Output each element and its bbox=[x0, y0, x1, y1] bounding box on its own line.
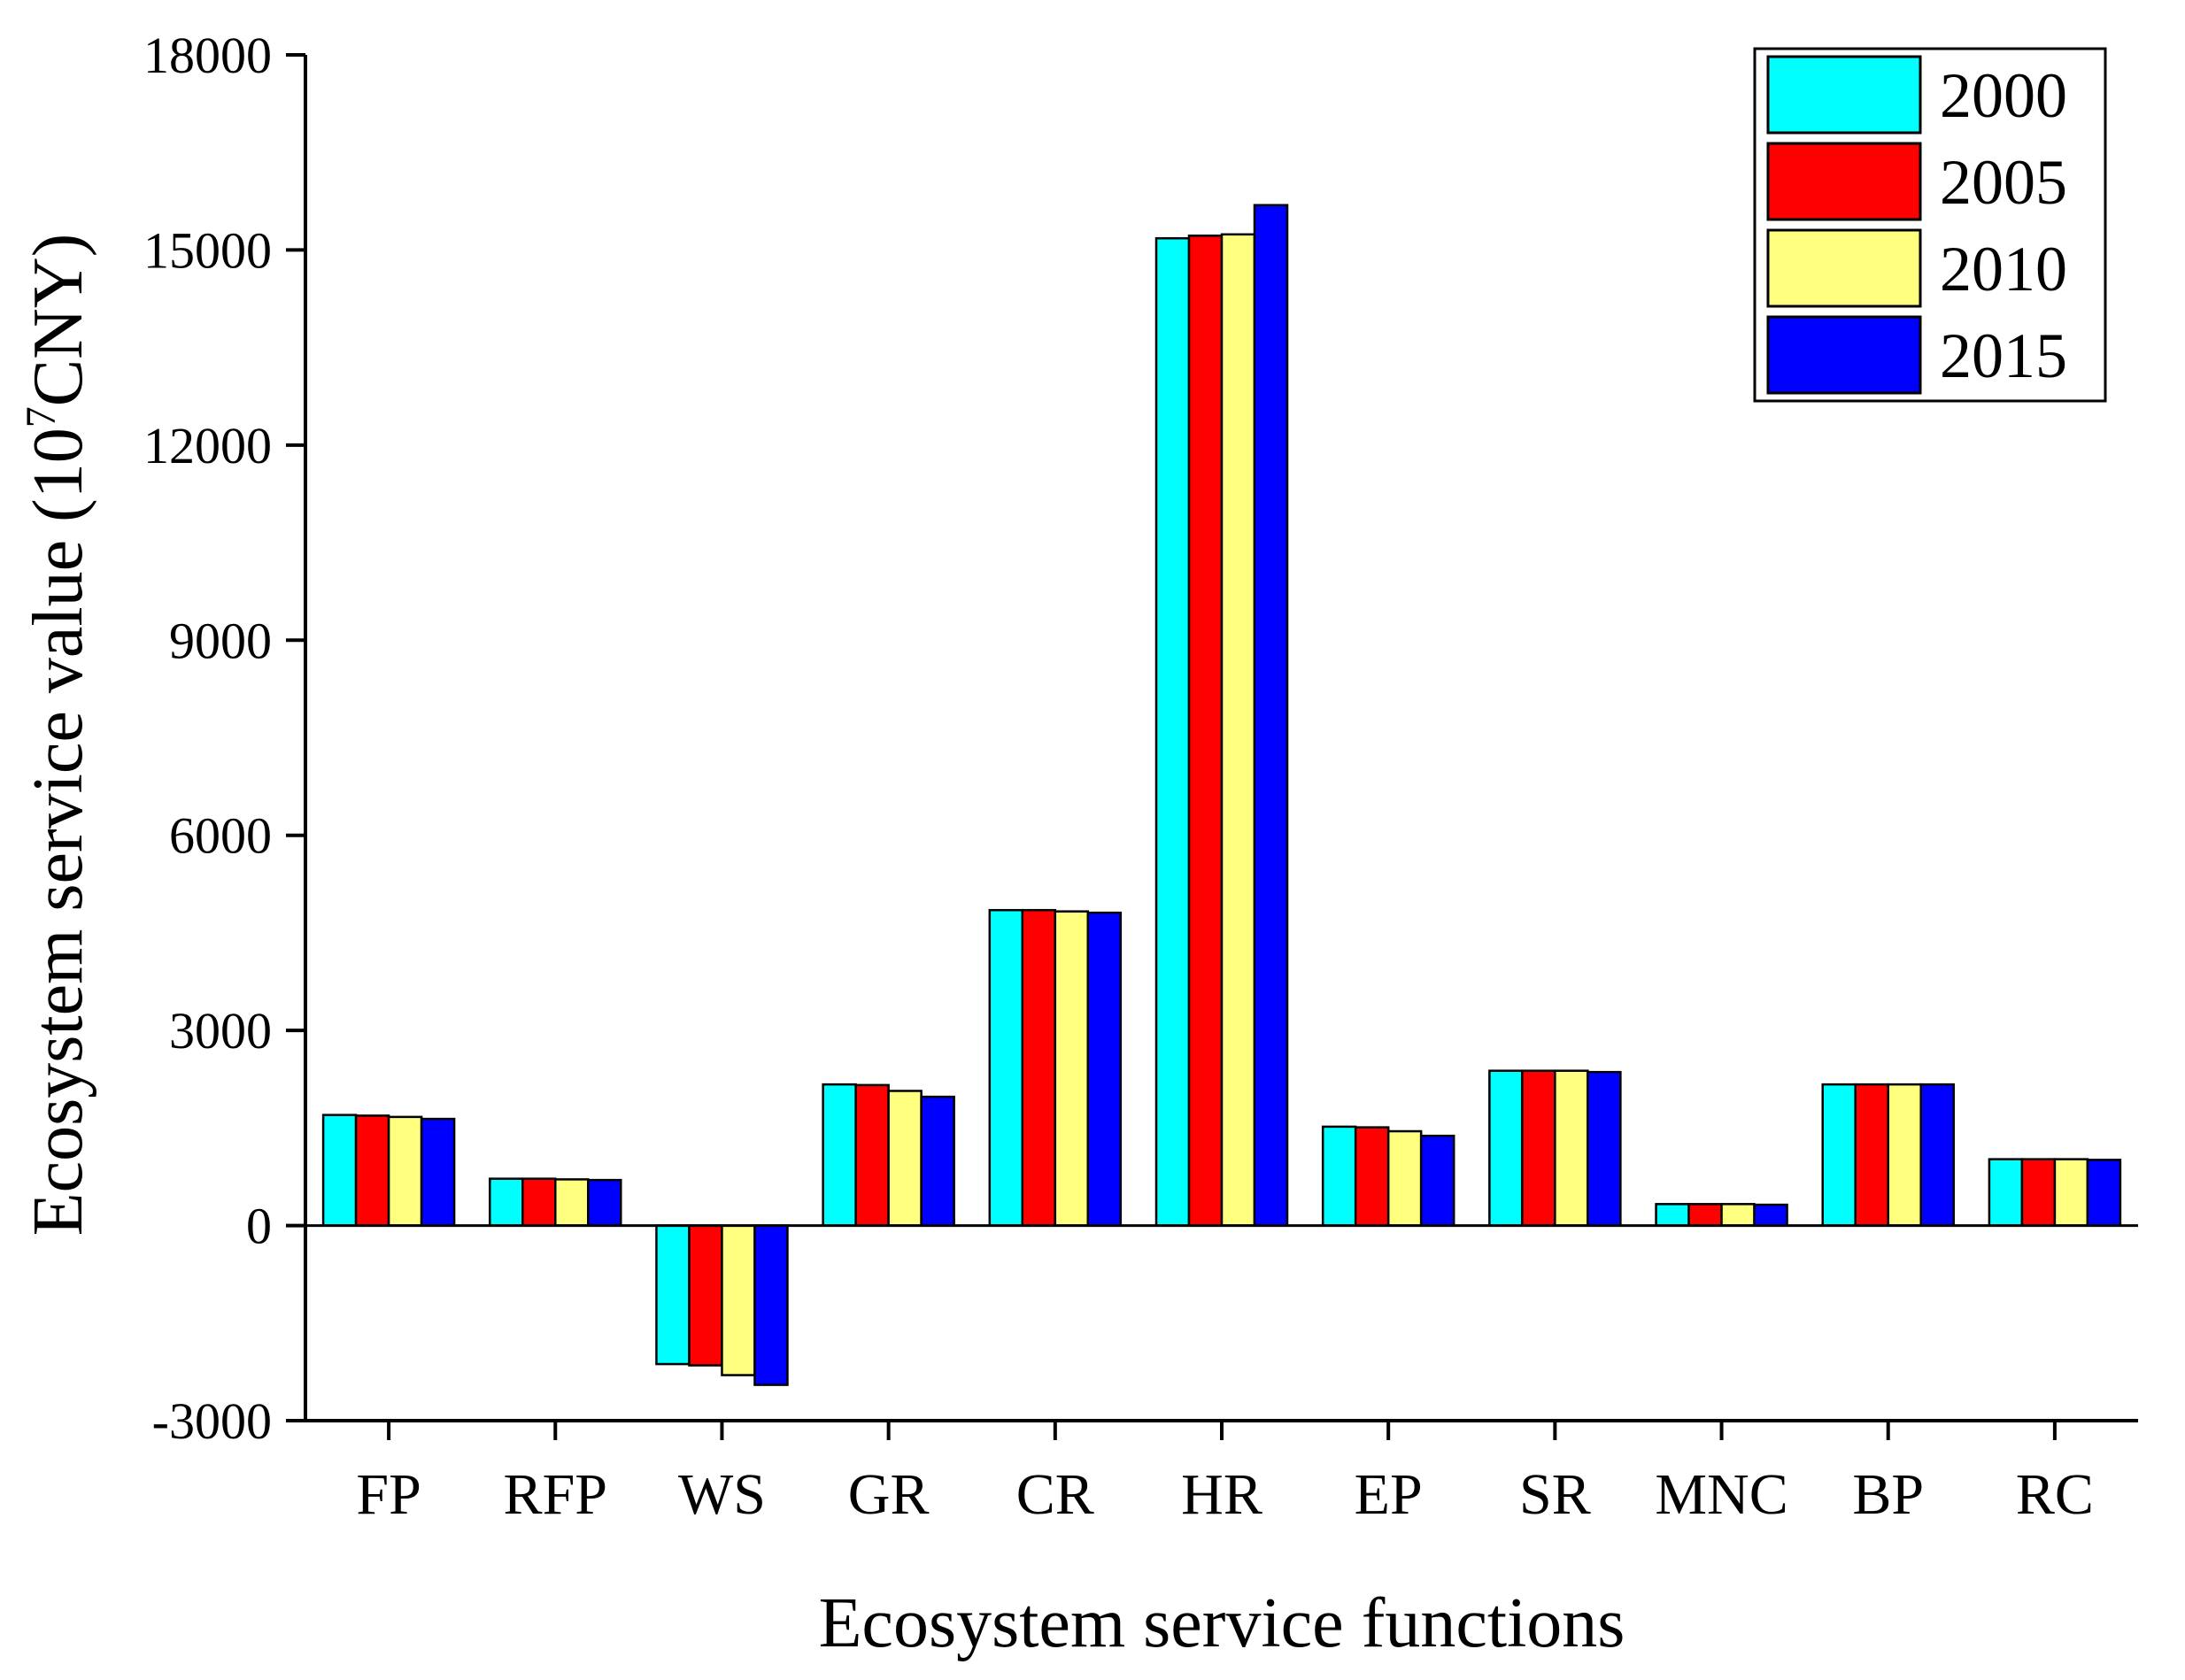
legend-label-2005: 2005 bbox=[1940, 147, 2067, 218]
x-tick-label: SR bbox=[1519, 1462, 1591, 1527]
x-tick-label: RC bbox=[2016, 1462, 2094, 1527]
bar-rc-2000 bbox=[1988, 1158, 2024, 1227]
y-tick-label: -3000 bbox=[152, 1392, 272, 1450]
y-axis-title-prefix: Ecosystem service value (10 bbox=[19, 428, 97, 1236]
y-axis-title-suffix: CNY) bbox=[19, 234, 97, 407]
bar-mnc-2005 bbox=[1687, 1203, 1723, 1227]
x-tick-label: GR bbox=[848, 1462, 930, 1527]
y-tick-label: 15000 bbox=[143, 221, 272, 279]
bar-mnc-2015 bbox=[1753, 1203, 1788, 1227]
legend-swatch-2005 bbox=[1766, 142, 1922, 221]
legend-label-2015: 2015 bbox=[1940, 320, 2067, 391]
bar-cr-2005 bbox=[1021, 908, 1057, 1227]
bar-rfp-2000 bbox=[489, 1177, 524, 1227]
x-tick-label: RFP bbox=[504, 1462, 607, 1527]
x-tick-label: FP bbox=[356, 1462, 421, 1527]
bar-gr-2005 bbox=[854, 1083, 890, 1227]
bar-fp-2015 bbox=[420, 1117, 456, 1227]
legend-swatch-2000 bbox=[1766, 55, 1922, 135]
x-tick-label: HR bbox=[1181, 1462, 1262, 1527]
y-tick-label: 9000 bbox=[169, 612, 272, 669]
bar-sr-2000 bbox=[1488, 1069, 1524, 1227]
x-tick-label: CR bbox=[1016, 1462, 1094, 1527]
bar-ep-2010 bbox=[1386, 1129, 1423, 1227]
x-axis-ticks: FP RFP WS GR CR HR EP SR MNC BP RC bbox=[356, 1421, 2094, 1527]
bar-rfp-2015 bbox=[587, 1178, 622, 1227]
bar-rfp-2005 bbox=[521, 1177, 557, 1227]
bar-fp-2000 bbox=[321, 1114, 358, 1227]
bar-hr-2015 bbox=[1253, 204, 1289, 1227]
bar-bp-2010 bbox=[1887, 1083, 1922, 1227]
y-tick-label: 6000 bbox=[169, 807, 272, 865]
bar-ep-2000 bbox=[1321, 1125, 1357, 1227]
bar-bp-2005 bbox=[1854, 1083, 1889, 1227]
bar-ep-2015 bbox=[1419, 1134, 1455, 1227]
y-axis-title-superscript: 7 bbox=[18, 406, 65, 428]
x-tick-label: MNC bbox=[1655, 1462, 1787, 1527]
y-axis-ticks: -3000 0 3000 6000 9000 12000 15000 18000 bbox=[143, 27, 305, 1450]
bar-sr-2015 bbox=[1587, 1070, 1622, 1227]
bar-cr-2015 bbox=[1086, 911, 1123, 1227]
legend: 2000 2005 2010 2015 bbox=[1753, 47, 2107, 403]
x-tick-label: WS bbox=[678, 1462, 766, 1527]
legend-label-2000: 2000 bbox=[1940, 60, 2067, 131]
bar-rc-2005 bbox=[2020, 1158, 2057, 1227]
bar-ws-2015 bbox=[753, 1224, 789, 1386]
y-axis-title: Ecosystem service value (107CNY) bbox=[18, 234, 97, 1237]
y-tick-label: 18000 bbox=[143, 27, 272, 84]
bar-sr-2005 bbox=[1521, 1069, 1556, 1227]
bar-sr-2010 bbox=[1554, 1069, 1589, 1227]
bar-cr-2010 bbox=[1054, 910, 1090, 1227]
bar-ep-2005 bbox=[1354, 1126, 1390, 1227]
y-tick-label: 3000 bbox=[169, 1002, 272, 1060]
bar-ws-2005 bbox=[688, 1224, 723, 1367]
legend-swatch-2010 bbox=[1766, 228, 1922, 308]
x-tick-label: BP bbox=[1852, 1462, 1924, 1527]
bar-cr-2000 bbox=[988, 908, 1024, 1227]
bar-ws-2010 bbox=[721, 1224, 756, 1376]
bar-bp-2015 bbox=[1919, 1083, 1955, 1227]
bar-fp-2010 bbox=[387, 1115, 423, 1227]
bar-gr-2010 bbox=[887, 1090, 923, 1227]
bar-gr-2015 bbox=[920, 1095, 955, 1227]
legend-swatch-2015 bbox=[1766, 315, 1922, 395]
bar-rfp-2010 bbox=[554, 1178, 590, 1227]
y-tick-label: 12000 bbox=[143, 417, 272, 474]
bar-mnc-2010 bbox=[1720, 1203, 1756, 1227]
bar-hr-2005 bbox=[1187, 235, 1224, 1227]
bar-gr-2000 bbox=[822, 1083, 857, 1227]
bar-rc-2010 bbox=[2053, 1158, 2089, 1227]
x-axis-title: Ecosystem service functions bbox=[819, 1584, 1625, 1662]
bar-hr-2010 bbox=[1220, 233, 1256, 1227]
x-tick-label: EP bbox=[1355, 1462, 1423, 1527]
bar-ws-2000 bbox=[655, 1224, 691, 1366]
bar-fp-2005 bbox=[354, 1114, 390, 1227]
bar-mnc-2000 bbox=[1655, 1203, 1690, 1227]
bar-bp-2000 bbox=[1821, 1083, 1857, 1227]
bar-hr-2000 bbox=[1154, 236, 1191, 1227]
bar-rc-2015 bbox=[2086, 1159, 2122, 1227]
legend-label-2010: 2010 bbox=[1940, 234, 2067, 304]
y-tick-label: 0 bbox=[246, 1198, 272, 1255]
